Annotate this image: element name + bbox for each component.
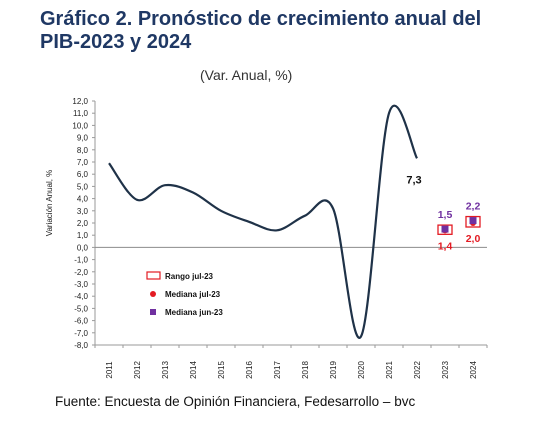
y-tick-label: -7,0 (74, 329, 88, 338)
source-note: Fuente: Encuesta de Opinión Financiera, … (55, 394, 416, 409)
legend: Rango jul-23 Mediana jul-23 Mediana jun-23 (146, 271, 223, 317)
x-tick-label: 2015 (217, 361, 226, 379)
y-tick-label: 0,0 (77, 243, 89, 252)
y-axis-title: Variación Anual, % (45, 170, 54, 237)
median-jun-marker (469, 217, 477, 225)
median-jun-marker (441, 225, 449, 233)
y-tick-label: -6,0 (74, 317, 88, 326)
y-tick-label: -3,0 (74, 280, 88, 289)
y-tick-label: 5,0 (77, 182, 89, 191)
legend-median-jun-swatch (150, 309, 156, 315)
last-value-label: 7,3 (406, 174, 421, 186)
y-tick-label: 3,0 (77, 207, 89, 216)
y-tick-label: -2,0 (74, 268, 88, 277)
y-tick-label: -5,0 (74, 304, 88, 313)
legend-label: Mediana jul-23 (165, 290, 221, 299)
legend-median-jul-swatch (150, 291, 156, 297)
gdp-growth-line (108, 104, 418, 339)
y-tick-label: 8,0 (77, 146, 89, 155)
forecast-data-label: 2,0 (466, 233, 481, 245)
y-tick-label: 10,0 (72, 121, 88, 130)
y-tick-label: -1,0 (74, 256, 88, 265)
x-tick-label: 2019 (329, 361, 338, 379)
forecast-data-label: 1,4 (438, 240, 453, 252)
y-tick-label: 1,0 (77, 231, 89, 240)
y-tick-label: 6,0 (77, 170, 89, 179)
forecast-data-label: 1,5 (438, 209, 453, 221)
legend-label: Mediana jun-23 (165, 308, 223, 317)
x-tick-label: 2018 (301, 361, 310, 379)
y-tick-label: 7,0 (77, 158, 89, 167)
x-tick-label: 2017 (273, 361, 282, 379)
x-tick-label: 2013 (161, 361, 170, 379)
x-tick-label: 2023 (441, 361, 450, 379)
range-rect (437, 224, 453, 235)
x-tick-label: 2016 (245, 361, 254, 379)
y-tick-label: 11,0 (73, 109, 89, 118)
x-tick-label: 2012 (133, 361, 142, 379)
y-tick-label: -8,0 (74, 341, 88, 350)
legend-range-swatch (146, 271, 161, 280)
chart-subtitle: (Var. Anual, %) (200, 67, 293, 83)
x-tick-label: 2011 (105, 361, 114, 379)
legend-label: Rango jul-23 (165, 272, 214, 281)
x-tick-label: 2014 (189, 361, 198, 379)
x-tick-label: 2020 (357, 361, 366, 379)
marks-layer: 7,3 1,5 1,4 2,2 2,0 (108, 104, 481, 339)
chart-title: Gráfico 2. Pronóstico de crecimiento anu… (40, 8, 482, 53)
y-tick-label: 12,0 (72, 97, 88, 106)
y-tick-label: -4,0 (74, 292, 88, 301)
range-rect (465, 215, 481, 228)
axes-layer: 12,0 11,0 10,0 9,0 8,0 7,0 6,0 5,0 4,0 3,0 2,0 1,0 0… (45, 97, 488, 379)
y-tick-label: 4,0 (77, 195, 89, 204)
y-tick-label: 9,0 (77, 134, 89, 143)
forecast-data-label: 2,2 (466, 201, 481, 213)
x-tick-label: 2022 (413, 361, 422, 379)
x-tick-label: 2024 (469, 361, 478, 379)
x-tick-label: 2021 (385, 361, 394, 379)
y-tick-label: 2,0 (77, 219, 89, 228)
